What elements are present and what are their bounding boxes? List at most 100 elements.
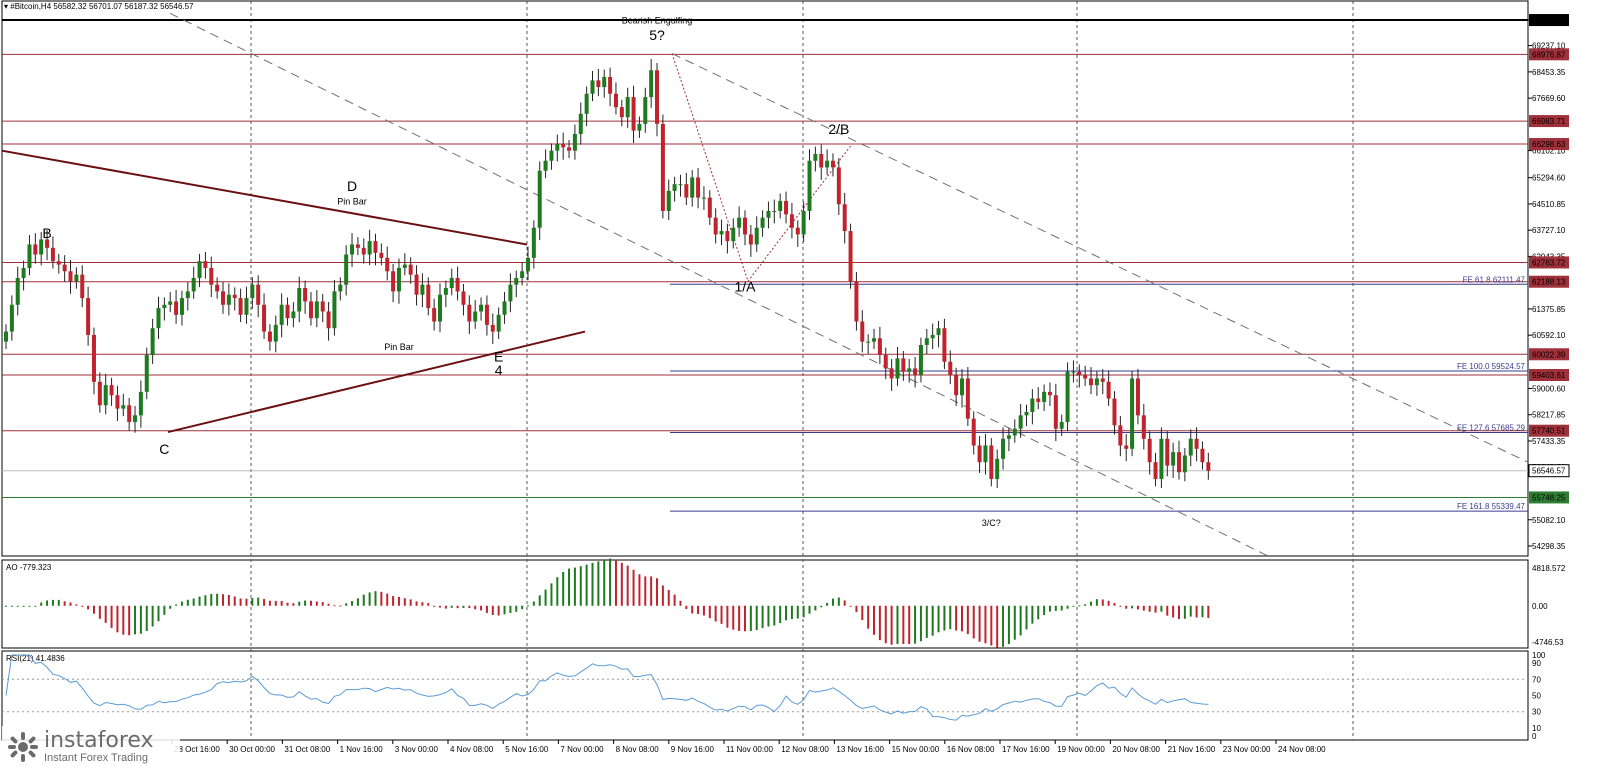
candle-up: [983, 445, 988, 463]
ao-bar-positive: [1113, 603, 1116, 606]
ao-bar-positive: [544, 589, 547, 606]
time-tick-label: 17 Nov 16:00: [1002, 745, 1050, 754]
ao-bar-positive: [403, 598, 406, 606]
candle-up: [907, 368, 912, 372]
candle-up: [778, 200, 783, 211]
rsi-tick-label: 10: [1532, 724, 1541, 733]
time-tick-label: 1 Nov 16:00: [340, 745, 384, 754]
ao-bar-negative: [456, 605, 459, 609]
ao-bar-positive: [210, 593, 213, 606]
ao-bar-positive: [532, 601, 535, 606]
ao-bar-negative: [990, 605, 993, 646]
wave-annotation: 3/C?: [982, 518, 1001, 528]
ao-bar-negative: [116, 605, 119, 633]
ao-bar-negative: [972, 605, 975, 639]
candle-down: [561, 143, 566, 148]
time-tick-label: 23 Nov 00:00: [1223, 745, 1271, 754]
ao-bar-negative: [761, 605, 764, 629]
candle-up: [1130, 378, 1135, 449]
candle-down: [1089, 378, 1094, 386]
candle-down: [232, 294, 237, 299]
ao-bar-negative: [802, 605, 805, 618]
candle-up: [525, 257, 530, 272]
ao-bar-positive: [386, 593, 389, 606]
candle-up: [514, 277, 519, 285]
instaforex-logo: instaforex Instant Forex Trading: [2, 726, 180, 768]
ao-bar-positive: [175, 604, 178, 606]
candle-up: [1059, 422, 1064, 429]
ao-bar-positive: [40, 602, 43, 606]
price-level-label: 55748.25: [1532, 493, 1566, 502]
price-level-label: 60022.39: [1532, 350, 1566, 359]
candle-down: [97, 381, 102, 406]
ao-bar-negative: [1013, 605, 1016, 640]
price-level-label: 70000.00: [1532, 16, 1566, 25]
candle-down: [684, 184, 689, 198]
candle-up: [4, 331, 8, 342]
ao-bar-positive: [292, 603, 295, 606]
candle-down: [484, 304, 489, 325]
wave-annotation: B: [42, 225, 51, 241]
ao-bar-negative: [163, 605, 166, 615]
wave-annotation: 1/A: [734, 278, 756, 294]
candle-up: [801, 210, 806, 235]
candle-up: [690, 177, 695, 198]
ao-bar-positive: [826, 603, 829, 606]
ao-bar-positive: [562, 571, 565, 606]
ao-bar-positive: [304, 600, 307, 606]
candle-up: [9, 304, 14, 332]
candle-up: [731, 227, 736, 242]
ao-bar-negative: [755, 605, 758, 631]
candle-up: [1042, 391, 1047, 402]
candle-up: [21, 267, 26, 278]
ao-bar-positive: [609, 558, 612, 606]
candle-up: [1188, 438, 1193, 456]
price-tick-label: 57433.35: [1532, 437, 1566, 446]
candle-down: [1141, 415, 1146, 439]
candle-up: [1024, 411, 1029, 416]
ao-bar-negative: [960, 605, 963, 632]
ao-bar-positive: [661, 585, 664, 606]
time-tick-label: 5 Nov 16:00: [505, 745, 549, 754]
ao-bar-negative: [122, 605, 125, 635]
candle-up: [314, 301, 319, 319]
ao-bar-negative: [732, 605, 735, 630]
rsi-tick-label: 70: [1532, 675, 1541, 684]
price-tick-label: 58217.85: [1532, 411, 1566, 420]
candle-down: [883, 355, 888, 369]
candle-up: [1012, 428, 1017, 436]
candle-up: [584, 93, 589, 114]
ao-bar-positive: [333, 605, 336, 607]
ao-bar-negative: [726, 605, 729, 628]
ao-label: AO -779.323: [6, 563, 52, 572]
price-level-box: [1529, 424, 1569, 437]
ao-bar-positive: [1107, 600, 1110, 606]
ao-bar-positive: [298, 601, 301, 606]
candle-down: [320, 301, 325, 312]
candle-up: [502, 301, 507, 315]
candle-down: [174, 301, 179, 315]
candle-down: [238, 298, 243, 315]
price-level-box: [1529, 138, 1569, 151]
candle-down: [742, 217, 747, 235]
candle-down: [68, 271, 73, 282]
ao-bar-negative: [485, 605, 488, 613]
candle-up: [520, 271, 525, 278]
ao-bar-negative: [1119, 605, 1122, 607]
time-tick-label: 19 Nov 00:00: [1057, 745, 1105, 754]
candle-up: [297, 288, 302, 312]
price-tick-label: 67669.60: [1532, 94, 1566, 103]
candle-up: [15, 277, 20, 305]
candle-up: [273, 324, 278, 342]
ao-bar-negative: [1019, 605, 1022, 636]
price-tick-label: 65294.60: [1532, 174, 1566, 183]
candle-up: [1030, 398, 1035, 412]
ao-bar-positive: [268, 600, 271, 606]
rsi-tick-label: 0: [1532, 732, 1537, 741]
time-tick-label: 9 Nov 16:00: [671, 745, 715, 754]
candle-up: [537, 170, 542, 228]
time-tick-label: 16 Nov 08:00: [947, 745, 995, 754]
ao-bar-negative: [873, 605, 876, 635]
ao-bar-negative: [697, 605, 700, 614]
